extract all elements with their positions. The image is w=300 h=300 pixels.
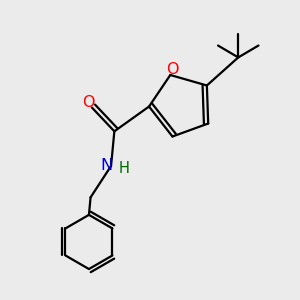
Text: O: O [166, 61, 178, 76]
Text: O: O [82, 95, 94, 110]
Text: H: H [118, 161, 129, 176]
Text: N: N [100, 158, 112, 173]
